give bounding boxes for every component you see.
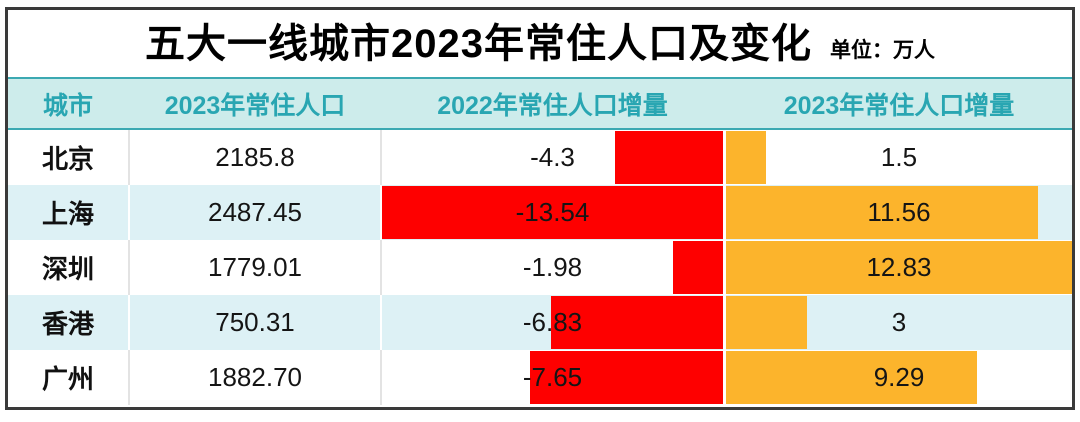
population-table: 城市 2023年常住人口 2022年常住人口增量 2023年常住人口增量 北京 2… — [8, 77, 1072, 407]
increment-2022-value: -7.65 — [522, 362, 583, 392]
increment-2022-cell: -6.83 — [382, 295, 726, 350]
increment-2022-value: -4.3 — [530, 142, 575, 172]
increment-2023-value: 12.83 — [866, 252, 932, 282]
city-cell: 香港 — [8, 295, 130, 350]
table-row: 上海 2487.45 -13.54 11.56 — [8, 185, 1072, 240]
table-body: 北京 2185.8 -4.3 1.5 上海 2487.45 -13.54 11.56 深圳 177… — [8, 130, 1072, 405]
population-2023-cell: 1882.70 — [130, 350, 382, 405]
increment-2022-cell: -4.3 — [382, 130, 726, 185]
table-header-row: 城市 2023年常住人口 2022年常住人口增量 2023年常住人口增量 — [8, 77, 1072, 130]
city-cell: 深圳 — [8, 240, 130, 295]
increment-2023-bar — [726, 131, 767, 184]
population-2023-cell: 2487.45 — [130, 185, 382, 240]
population-2023-value: 2185.8 — [215, 142, 295, 172]
page-title: 五大一线城市2023年常住人口及变化 — [145, 21, 812, 66]
increment-2023-cell: 9.29 — [726, 350, 1072, 405]
population-2023-value: 1882.70 — [208, 362, 302, 392]
city-name: 上海 — [41, 199, 94, 229]
column-header-increment-2023: 2023年常住人口增量 — [783, 91, 1015, 120]
population-2023-cell: 1779.01 — [130, 240, 382, 295]
increment-2022-cell: -13.54 — [382, 185, 726, 240]
increment-2022-value: -6.83 — [522, 307, 583, 337]
increment-2022-cell: -1.98 — [382, 240, 726, 295]
population-2023-value: 2487.45 — [208, 197, 302, 227]
city-name: 深圳 — [41, 254, 94, 284]
increment-2022-cell: -7.65 — [382, 350, 726, 405]
increment-2023-cell: 12.83 — [726, 240, 1072, 295]
city-name: 北京 — [41, 144, 94, 174]
column-header-population-2023: 2023年常住人口 — [164, 91, 346, 120]
increment-2023-cell: 1.5 — [726, 130, 1072, 185]
population-2023-value: 1779.01 — [208, 252, 302, 282]
increment-2023-bar — [726, 296, 807, 349]
increment-2023-cell: 3 — [726, 295, 1072, 350]
city-cell: 广州 — [8, 350, 130, 405]
city-cell: 北京 — [8, 130, 130, 185]
increment-2023-value: 3 — [891, 307, 907, 337]
population-2023-value: 750.31 — [215, 307, 295, 337]
increment-2023-bar — [726, 351, 977, 404]
population-2023-cell: 2185.8 — [130, 130, 382, 185]
title-bar: 五大一线城市2023年常住人口及变化 单位：万人 — [8, 10, 1072, 77]
table-row: 香港 750.31 -6.83 3 — [8, 295, 1072, 350]
increment-2023-cell: 11.56 — [726, 185, 1072, 240]
increment-2023-value: 9.29 — [873, 362, 925, 392]
table-row: 北京 2185.8 -4.3 1.5 — [8, 130, 1072, 185]
table-row: 深圳 1779.01 -1.98 12.83 — [8, 240, 1072, 295]
population-2023-cell: 750.31 — [130, 295, 382, 350]
increment-2022-value: -1.98 — [522, 252, 583, 282]
increment-2023-value: 11.56 — [867, 197, 931, 227]
increment-2023-value: 1.5 — [880, 142, 918, 172]
increment-2023-bar — [726, 186, 1038, 239]
increment-2022-bar — [551, 296, 723, 349]
city-cell: 上海 — [8, 185, 130, 240]
increment-2022-bar — [530, 351, 723, 404]
increment-2022-bar — [673, 241, 723, 294]
table-row: 广州 1882.70 -7.65 9.29 — [8, 350, 1072, 405]
increment-2022-value: -13.54 — [515, 197, 590, 227]
column-header-city: 城市 — [42, 91, 93, 120]
column-header-increment-2022: 2022年常住人口增量 — [437, 91, 668, 120]
increment-2022-bar — [382, 186, 723, 239]
increment-2023-bar — [726, 241, 1072, 294]
city-name: 广州 — [41, 364, 94, 394]
increment-2022-bar — [614, 131, 723, 184]
city-name: 香港 — [41, 309, 94, 339]
unit-label: 单位：万人 — [829, 39, 935, 62]
infographic-frame: 五大一线城市2023年常住人口及变化 单位：万人 城市 2023年常住人口 20… — [5, 7, 1075, 410]
